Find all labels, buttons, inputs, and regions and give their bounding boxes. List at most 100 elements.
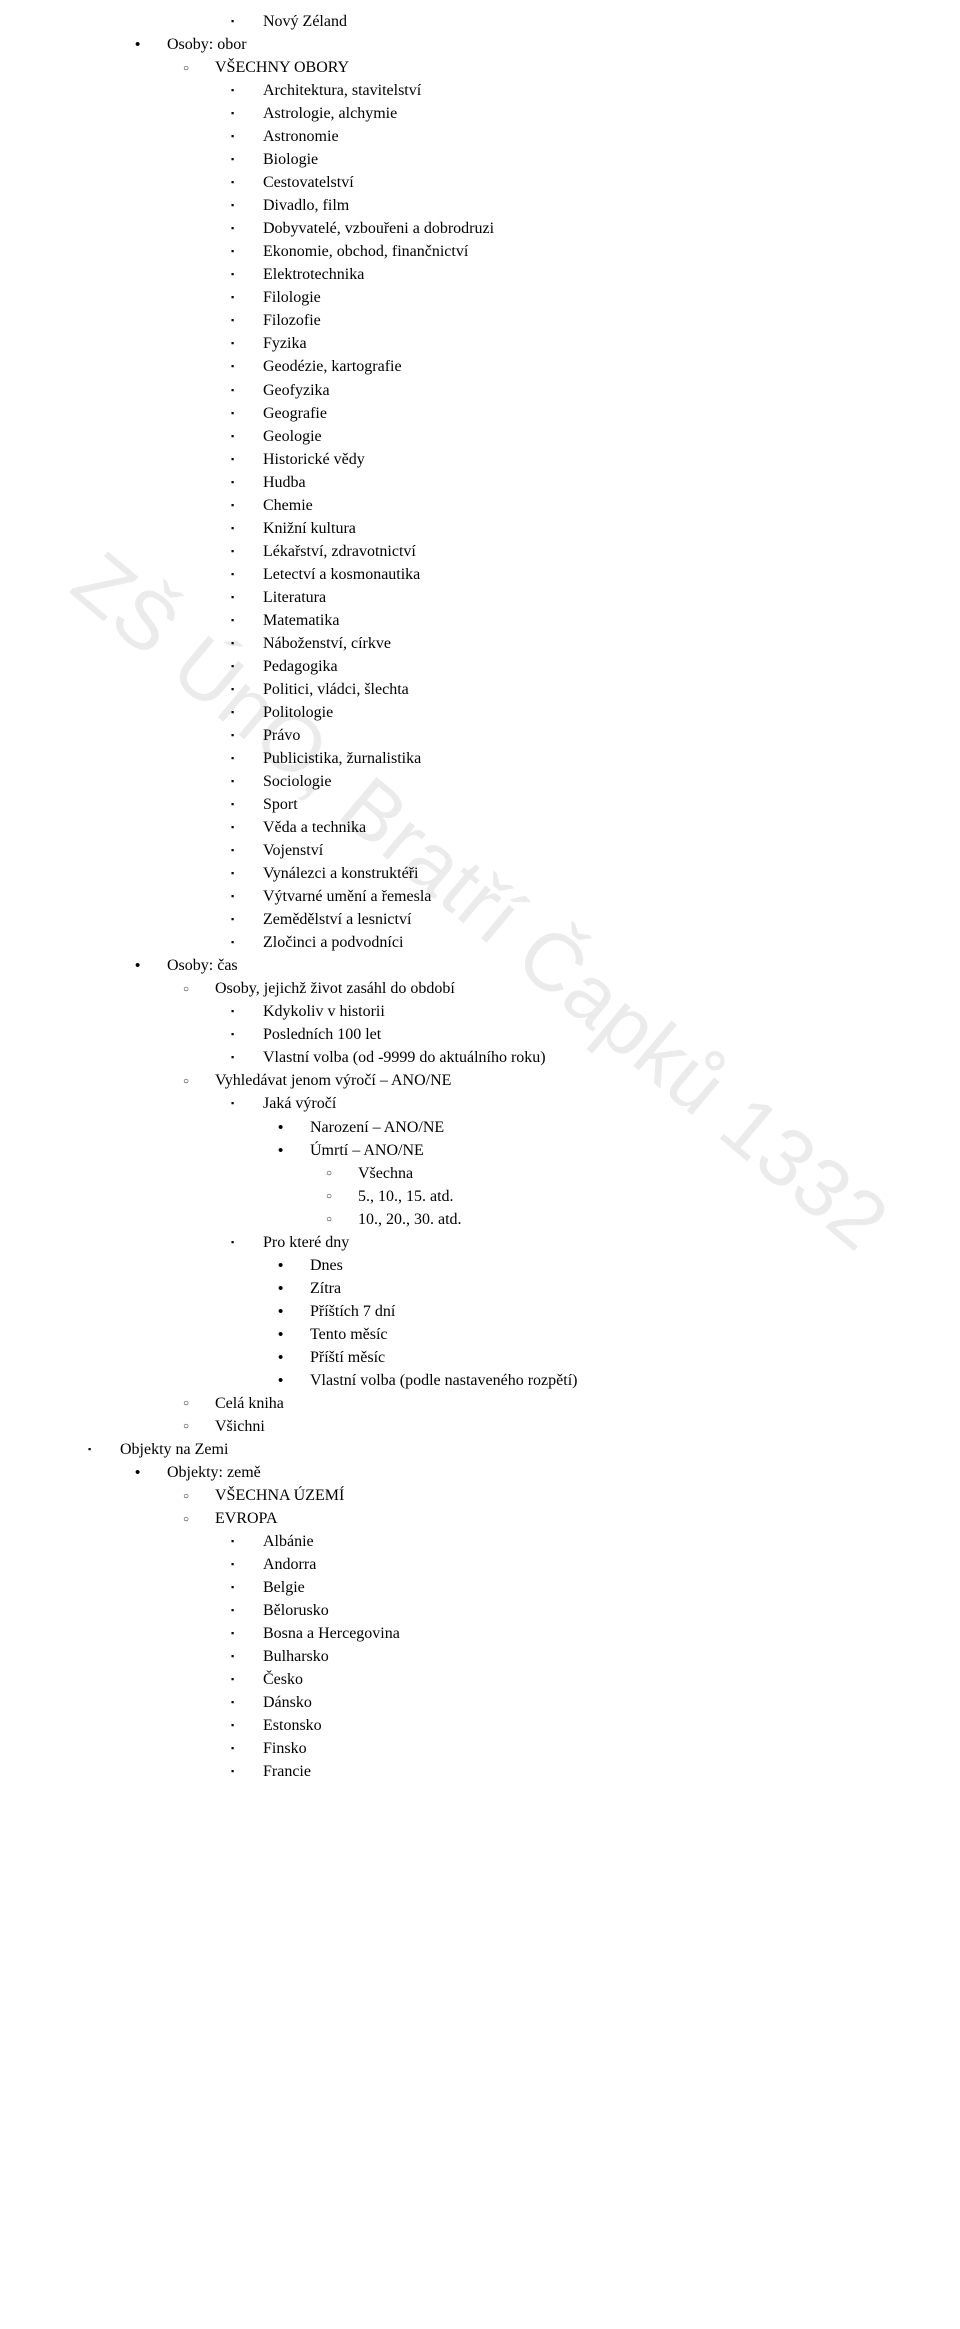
pre-item-0-bullet (231, 10, 263, 33)
objects-l1-0-l2-0: VŠECHNA ÚZEMÍ (183, 1484, 960, 1507)
objects-l1-0-l2-1-item-2: Belgie (231, 1576, 960, 1599)
section-1-sub-0: Osoby, jejichž život zasáhl do období (183, 977, 960, 1000)
section-0-sub-0-item-21: Letectví a kosmonautika (231, 563, 960, 586)
section-1-sub-0-item-2-bullet (231, 1046, 263, 1069)
section-0-sub-0-item-8: Elektrotechnika (231, 263, 960, 286)
section-1-sub-1-block-0-l2-1-bullet (278, 1139, 310, 1162)
objects-l1-0-l2-1-item-6: Česko (231, 1668, 960, 1691)
section-0-sub-0-item-2-bullet (231, 125, 263, 148)
section-1-sub-1-label: Vyhledávat jenom výročí – ANO/NE (215, 1069, 451, 1092)
objects-l1-0-l2-1-label: EVROPA (215, 1507, 278, 1530)
section-1-sub-1-block-0: Jaká výročí (231, 1092, 960, 1115)
section-1-sub-1-block-0-l2-0: Narození – ANO/NE (278, 1116, 960, 1139)
section-1-sub-3-label: Všichni (215, 1415, 265, 1438)
section-0-sub-0-item-10: Filozofie (231, 309, 960, 332)
section-1-sub-1-block-1-label: Pro které dny (263, 1231, 349, 1254)
objects-l1-0-l2-0-label: VŠECHNA ÚZEMÍ (215, 1484, 344, 1507)
section-0-sub-0-item-26: Politici, vládci, šlechta (231, 678, 960, 701)
section-0-sub-0-item-29: Publicistika, žurnalistika (231, 747, 960, 770)
section-1-bullet (135, 954, 167, 977)
section-0-sub-0-item-17-bullet (231, 471, 263, 494)
section-0-sub-0-item-18: Chemie (231, 494, 960, 517)
section-0-sub-0-item-36-label: Zemědělství a lesnictví (263, 908, 411, 931)
section-0-sub-0-item-17-label: Hudba (263, 471, 306, 494)
section-0-sub-0-item-14: Geografie (231, 402, 960, 425)
section-0-sub-0-item-10-label: Filozofie (263, 309, 321, 332)
section-1-sub-1-block-1-l2-4: Příští měsíc (278, 1346, 960, 1369)
section-1-sub-0-item-1: Posledních 100 let (231, 1023, 960, 1046)
objects-l1-0-l2-1-item-1: Andorra (231, 1553, 960, 1576)
section-0-sub-0-item-9: Filologie (231, 286, 960, 309)
section-1-sub-1-block-0-l2-1-l3-1-label: 5., 10., 15. atd. (358, 1185, 454, 1208)
section-1-sub-1-block-0-label: Jaká výročí (263, 1092, 336, 1115)
objects-l1-0-l2-1-item-7-bullet (231, 1691, 263, 1714)
section-0-sub-0-item-3: Biologie (231, 148, 960, 171)
section-0-sub-0-item-32-bullet (231, 816, 263, 839)
objects-l1-0-l2-1-item-2-label: Belgie (263, 1576, 305, 1599)
section-1-label: Osoby: čas (167, 954, 238, 977)
section-0-sub-0-item-7: Ekonomie, obchod, finančnictví (231, 240, 960, 263)
section-1-sub-1-block-0-l2-1-l3-2: 10., 20., 30. atd. (326, 1208, 960, 1231)
section-1-sub-1-block-1-l2-3: Tento měsíc (278, 1323, 960, 1346)
section-0-sub-0-item-13-label: Geofyzika (263, 379, 330, 402)
objects-l1-0-l2-1-item-3-bullet (231, 1599, 263, 1622)
section-0-sub-0-item-27-bullet (231, 701, 263, 724)
objects-l1-0-l2-1-item-5-bullet (231, 1645, 263, 1668)
objects-l1-0-l2-1-item-4-label: Bosna a Hercegovina (263, 1622, 400, 1645)
section-0-sub-0-item-19: Knižní kultura (231, 517, 960, 540)
section-1-sub-1-block-1: Pro které dny (231, 1231, 960, 1254)
objects-l1-0-l2-1-item-9-label: Finsko (263, 1737, 307, 1760)
section-0-sub-0-item-5-label: Divadlo, film (263, 194, 349, 217)
section-0-sub-0-item-23: Matematika (231, 609, 960, 632)
objects-l1-0-l2-1-item-8: Estonsko (231, 1714, 960, 1737)
section-0-sub-0-item-6-label: Dobyvatelé, vzbouřeni a dobrodruzi (263, 217, 494, 240)
section-0-bullet (135, 33, 167, 56)
section-0-sub-0-item-15-bullet (231, 425, 263, 448)
section-0-sub-0-item-34-label: Vynálezci a konstruktéři (263, 862, 419, 885)
section-0-sub-0-item-20-bullet (231, 540, 263, 563)
pre-item-0-label: Nový Zéland (263, 10, 347, 33)
objects-l1-0-l2-1-item-1-label: Andorra (263, 1553, 316, 1576)
section-0-sub-0-item-21-label: Letectví a kosmonautika (263, 563, 420, 586)
section-1-sub-1-block-0-l2-1: Úmrtí – ANO/NE (278, 1139, 960, 1162)
objects-l1-0-l2-1: EVROPA (183, 1507, 960, 1530)
section-1-sub-1-bullet (183, 1069, 215, 1092)
section-0-sub-0-item-29-label: Publicistika, žurnalistika (263, 747, 421, 770)
section-0-sub-0-item-16-bullet (231, 448, 263, 471)
section-0-sub-0-item-1-bullet (231, 102, 263, 125)
section-0-sub-0-item-28: Právo (231, 724, 960, 747)
section-1-sub-1-block-1-l2-2: Příštích 7 dní (278, 1300, 960, 1323)
section-0-sub-0-item-0-bullet (231, 79, 263, 102)
objects-l1-0-l2-1-item-10-label: Francie (263, 1760, 311, 1783)
section-0-sub-0-item-1: Astrologie, alchymie (231, 102, 960, 125)
section-0-sub-0-item-30-bullet (231, 770, 263, 793)
section-0-sub-0-item-6-bullet (231, 217, 263, 240)
section-0-sub-0-item-20-label: Lékařství, zdravotnictví (263, 540, 416, 563)
section-0-sub-0-item-16: Historické vědy (231, 448, 960, 471)
objects-l1-0-l2-1-item-3-label: Bělorusko (263, 1599, 329, 1622)
objects-l1-0-l2-0-bullet (183, 1484, 215, 1507)
section-0-sub-0-item-8-bullet (231, 263, 263, 286)
objects-l1-0-l2-1-item-3: Bělorusko (231, 1599, 960, 1622)
section-1-sub-0-bullet (183, 977, 215, 1000)
section-1-sub-1-block-1-l2-2-label: Příštích 7 dní (310, 1300, 395, 1323)
section-0-sub-0-item-27: Politologie (231, 701, 960, 724)
section-1-sub-1-block-1-l2-0-label: Dnes (310, 1254, 343, 1277)
section-0-sub-0-item-21-bullet (231, 563, 263, 586)
section-1-sub-1-block-1-l2-4-label: Příští měsíc (310, 1346, 385, 1369)
section-0-sub-0-item-5: Divadlo, film (231, 194, 960, 217)
objects-l1-0-l2-1-item-10-bullet (231, 1760, 263, 1783)
objects-l1-0-l2-1-item-5: Bulharsko (231, 1645, 960, 1668)
section-0-sub-0-item-7-label: Ekonomie, obchod, finančnictví (263, 240, 468, 263)
objects-l1-0-l2-1-item-8-label: Estonsko (263, 1714, 322, 1737)
section-1-sub-1-block-1-l2-5-label: Vlastní volba (podle nastaveného rozpětí… (310, 1369, 577, 1392)
section-0-sub-0-item-0: Architektura, stavitelství (231, 79, 960, 102)
section-0-sub-0-item-33-label: Vojenství (263, 839, 323, 862)
objects-l1-0-l2-1-item-4-bullet (231, 1622, 263, 1645)
section-1-sub-0-item-0: Kdykoliv v historii (231, 1000, 960, 1023)
section-1-sub-1-block-1-l2-3-label: Tento měsíc (310, 1323, 388, 1346)
section-0-sub-0-item-16-label: Historické vědy (263, 448, 365, 471)
objects-l1-0-l2-1-item-2-bullet (231, 1576, 263, 1599)
section-1-sub-0-item-1-bullet (231, 1023, 263, 1046)
objects-l1-0-l2-1-item-9: Finsko (231, 1737, 960, 1760)
